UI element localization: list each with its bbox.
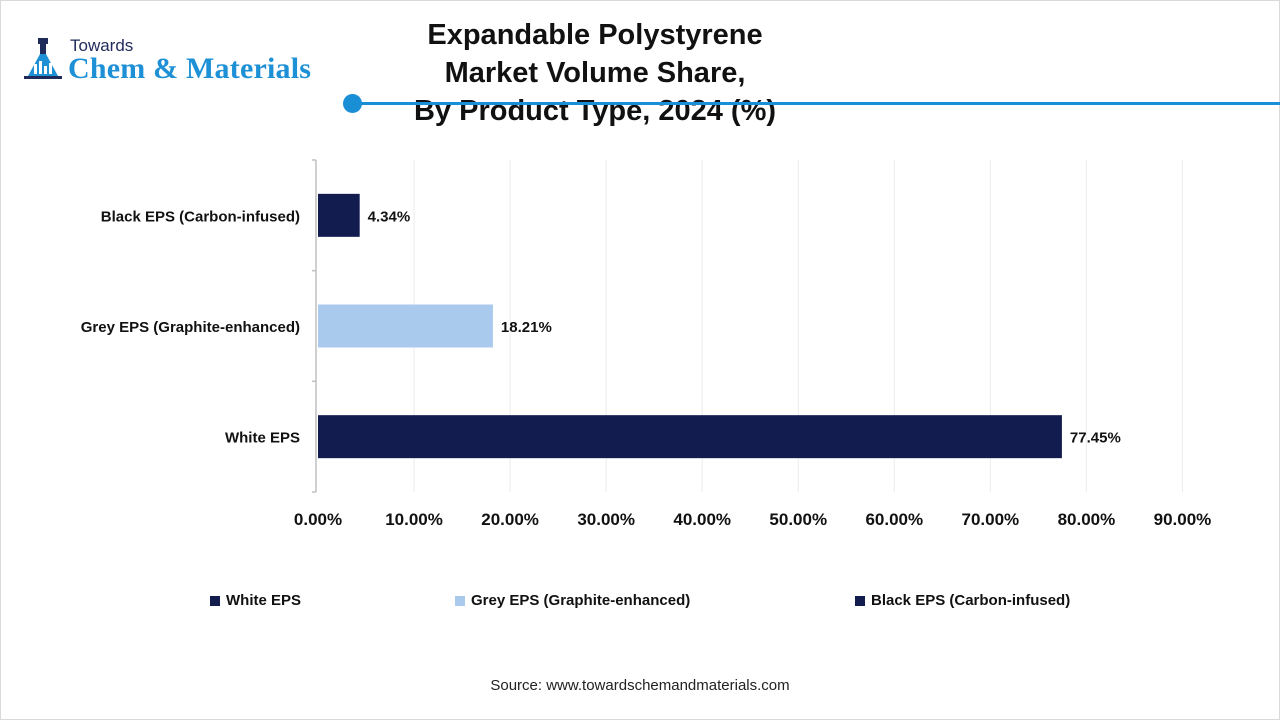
legend-label: Grey EPS (Graphite-enhanced) (471, 592, 691, 609)
legend-item-black-eps: Black EPS (Carbon-infused) (855, 592, 1070, 609)
chart-title: Expandable Polystyrene Market Volume Sha… (380, 16, 810, 130)
bar (318, 415, 1062, 459)
data-label: 4.34% (368, 208, 411, 225)
logo-towards-text: Towards (70, 36, 134, 55)
legend-item-grey-eps: Grey EPS (Graphite-enhanced) (455, 592, 690, 609)
title-divider (352, 102, 1280, 105)
category-label: Black EPS (Carbon-infused) (101, 208, 300, 225)
x-tick-label: 0.00% (294, 510, 342, 529)
bar (318, 193, 360, 237)
chart-title-line-2: By Product Type, 2024 (%) (413, 95, 777, 127)
title-divider-dot (343, 94, 362, 113)
x-tick-label: 10.00% (385, 510, 443, 529)
x-tick-label: 20.00% (481, 510, 539, 529)
legend-item-white-eps: White EPS (210, 592, 301, 609)
legend-label: Black EPS (Carbon-infused) (871, 592, 1071, 609)
x-tick-label: 90.00% (1154, 510, 1212, 529)
legend-swatch (210, 595, 220, 606)
logo-wordmark: Chem & Materials (68, 52, 312, 85)
flask-icon (24, 38, 62, 79)
category-label: Grey EPS (Graphite-enhanced) (81, 319, 300, 336)
legend-label: White EPS (226, 592, 302, 609)
chart-title-line-1: Expandable Polystyrene Market Volume Sha… (427, 19, 763, 89)
brand-logo: Towards Chem & Materials (24, 36, 344, 86)
x-tick-label: 50.00% (769, 510, 827, 529)
legend-swatch (455, 595, 465, 606)
data-label: 77.45% (1070, 430, 1121, 447)
x-tick-label: 70.00% (962, 510, 1020, 529)
category-label: White EPS (225, 430, 300, 447)
legend-swatch (855, 595, 865, 606)
x-tick-label: 80.00% (1058, 510, 1116, 529)
x-tick-label: 60.00% (865, 510, 923, 529)
source-note: Source: www.towardschemandmaterials.com (490, 677, 790, 694)
x-tick-label: 30.00% (577, 510, 635, 529)
bar (318, 304, 493, 348)
data-label: 18.21% (501, 319, 552, 336)
x-tick-label: 40.00% (673, 510, 731, 529)
